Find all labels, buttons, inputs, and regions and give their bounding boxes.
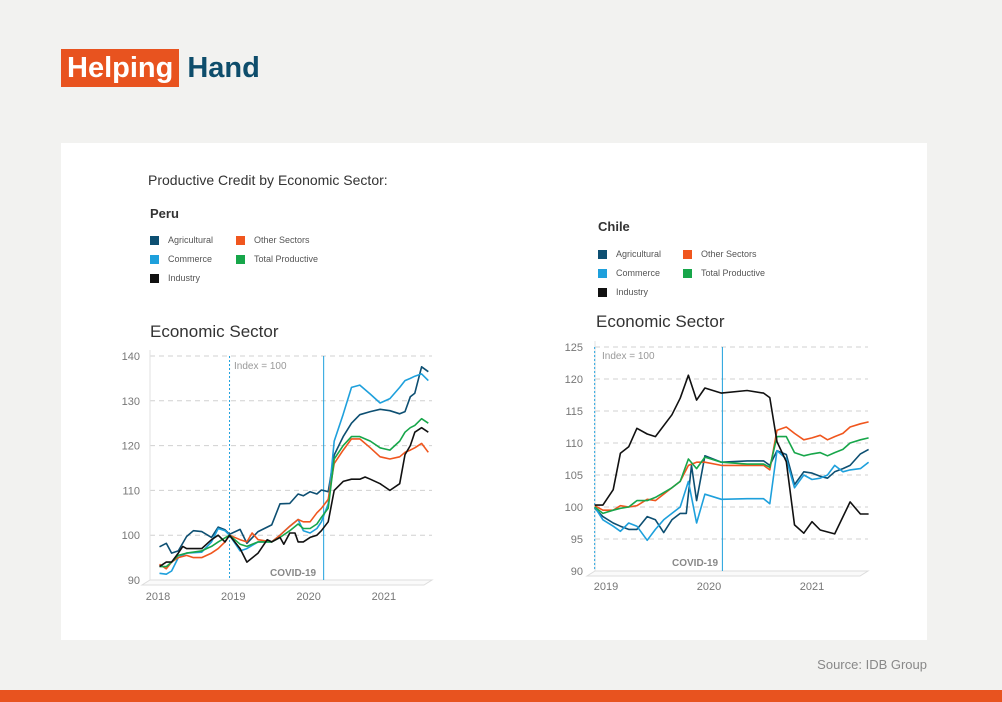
legend-label: Other Sectors	[701, 249, 757, 259]
legend-label: Commerce	[168, 254, 213, 264]
legend-item-commerce: Commerce	[150, 254, 212, 264]
page-title: Productive Credit by Economic Sector:	[148, 172, 388, 188]
legend-item-other: Other Sectors	[236, 235, 310, 245]
legend-swatch	[150, 254, 159, 264]
legend-item-total: Total Productive	[236, 254, 318, 264]
legend-swatch	[683, 249, 692, 259]
x-tick-label: 2019	[594, 581, 618, 593]
series-line-total-productive	[159, 417, 429, 568]
y-tick-label: 110	[122, 485, 140, 497]
y-tick-label: 115	[565, 406, 583, 418]
covid-label: COVID-19	[672, 558, 719, 569]
legend-item-other: Other Sectors	[683, 249, 757, 259]
legend-item-commerce: Commerce	[598, 268, 660, 278]
x-tick-label: 2020	[296, 591, 320, 603]
legend-swatch	[236, 235, 245, 245]
covid-label: COVID-19	[270, 568, 317, 579]
series-line-industry	[159, 426, 429, 568]
series-line-industry	[594, 374, 869, 535]
legend-item-industry: Industry	[598, 287, 648, 297]
x-axis-base	[585, 570, 870, 577]
y-tick-label: 120	[122, 441, 140, 453]
legend-label: Other Sectors	[254, 235, 310, 245]
legend-swatch	[598, 287, 607, 297]
y-tick-label: 100	[122, 530, 140, 542]
x-axis-base	[140, 579, 434, 586]
index-label: Index = 100	[602, 351, 655, 362]
legend-swatch	[598, 249, 607, 259]
chile-chart-title: Economic Sector	[596, 312, 725, 331]
y-tick-label: 90	[571, 566, 583, 578]
legend-label: Agricultural	[616, 249, 662, 259]
legend-label: Total Productive	[701, 268, 766, 278]
chile-title: Chile	[598, 219, 630, 234]
series-line-commerce	[159, 373, 429, 575]
legend-label: Industry	[168, 273, 201, 283]
y-tick-label: 120	[565, 374, 583, 386]
index-label: Index = 100	[234, 361, 287, 372]
y-tick-label: 140	[122, 351, 140, 363]
legend-swatch	[683, 268, 692, 278]
series-line-agricultural	[159, 366, 429, 554]
legend-label: Industry	[616, 287, 649, 297]
x-tick-label: 2019	[221, 591, 245, 603]
y-tick-label: 110	[565, 438, 583, 450]
source-note: Source: IDB Group	[817, 657, 927, 672]
chart-card	[61, 143, 927, 640]
x-tick-label: 2021	[372, 591, 396, 603]
logo-helping: Helping	[61, 49, 180, 87]
footer-bar	[0, 690, 1002, 702]
legend-swatch	[236, 254, 245, 264]
legend-item-total: Total Productive	[683, 268, 765, 278]
series-line-agricultural	[594, 448, 869, 534]
logo: Helping Hand	[61, 49, 260, 87]
y-tick-label: 100	[565, 502, 583, 514]
legend-swatch	[150, 235, 159, 245]
legend-item-agricultural: Agricultural	[598, 249, 661, 259]
series-line-other-sectors	[594, 421, 869, 511]
y-tick-label: 130	[122, 396, 140, 408]
legend-swatch	[150, 273, 159, 283]
y-tick-label: 95	[571, 534, 583, 546]
x-tick-label: 2021	[800, 581, 824, 593]
x-tick-label: 2020	[697, 581, 721, 593]
legend-label: Total Productive	[254, 254, 319, 264]
logo-hand: Hand	[187, 51, 260, 84]
x-tick-label: 2018	[146, 591, 170, 603]
y-tick-label: 105	[565, 470, 583, 482]
y-tick-label: 90	[128, 575, 140, 587]
legend-item-agricultural: Agricultural	[150, 235, 213, 245]
y-tick-label: 125	[565, 342, 583, 354]
peru-chart-title: Economic Sector	[150, 322, 279, 341]
series-line-commerce	[594, 449, 870, 542]
legend-label: Commerce	[616, 268, 661, 278]
legend-swatch	[598, 268, 607, 278]
peru-title: Peru	[150, 206, 179, 221]
legend-item-industry: Industry	[150, 273, 200, 283]
series-line-total-productive	[594, 435, 869, 515]
legend-label: Agricultural	[168, 235, 214, 245]
series-line-other-sectors	[159, 438, 429, 570]
